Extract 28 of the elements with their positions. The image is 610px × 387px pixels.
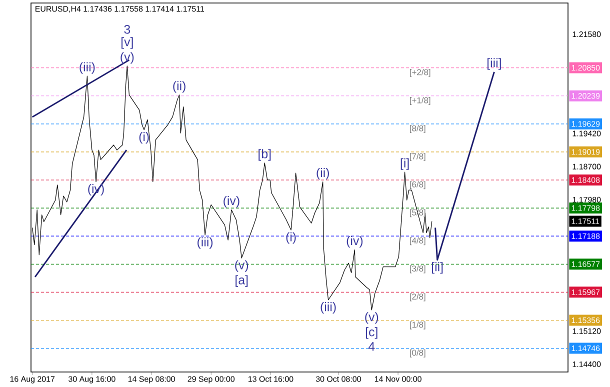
annotation: [8/8] (410, 125, 426, 133)
annotation: [+2/8] (410, 68, 430, 77)
annotation: [1/8] (410, 321, 426, 330)
annotation: (iii) (80, 62, 95, 74)
annotation: (i) (139, 132, 149, 144)
annotation: [b] (258, 149, 271, 161)
annotation: 4 (368, 342, 375, 351)
annotation: [3/8] (410, 265, 426, 274)
annotation: [4/8] (410, 237, 426, 246)
annotation: [c] (366, 327, 378, 339)
annotation: [a] (236, 275, 248, 287)
annotation: (iii) (198, 237, 213, 249)
annotation: [2/8] (410, 293, 426, 302)
annotation: (ii) (173, 81, 186, 93)
annotation: [ii] (432, 262, 443, 274)
annotation: [+1/8] (410, 97, 430, 105)
annotation: [v] (121, 37, 133, 49)
annotation: [i] (400, 158, 409, 170)
annotation: (iii) (320, 302, 336, 314)
annotation: [7/8] (410, 153, 426, 162)
annotation: [iii] (487, 58, 501, 70)
annotation: 3 (124, 24, 130, 34)
annotation: (iv) (346, 236, 363, 248)
annotation: [0/8] (410, 349, 426, 358)
annotation: (ii) (316, 168, 330, 180)
annotation: [6/8] (410, 181, 426, 190)
annotation: (iv) (224, 196, 240, 208)
annotation: (v) (120, 52, 134, 64)
